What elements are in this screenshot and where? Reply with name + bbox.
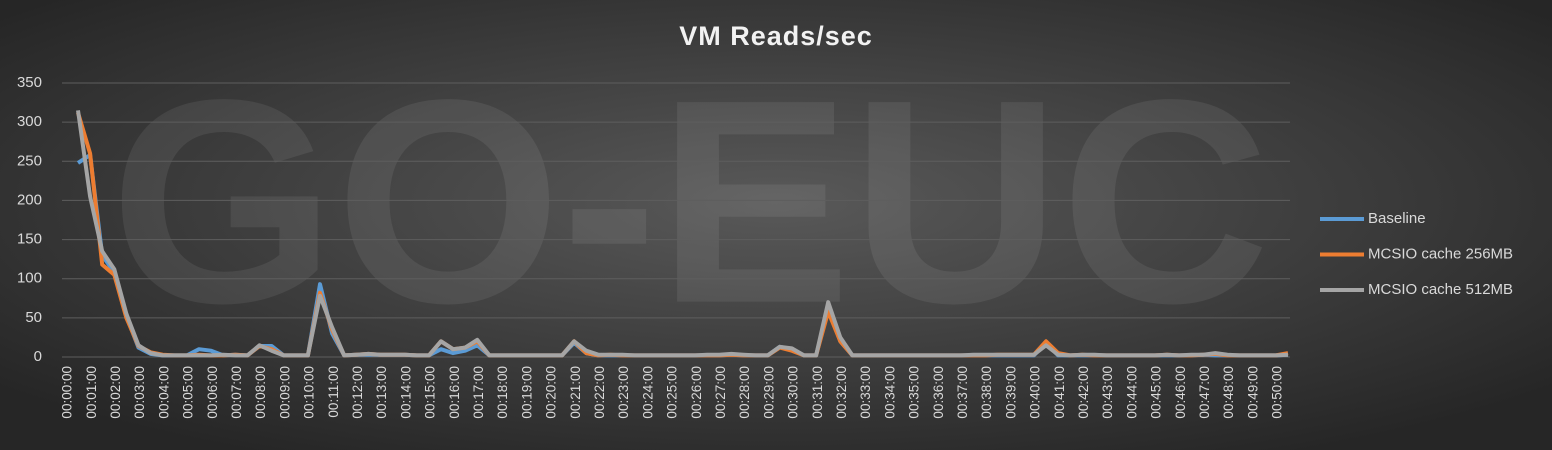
legend-label: MCSIO cache 256MB [1368,245,1513,262]
y-tick-label: 100 [17,270,42,287]
x-tick-label: 00:49:00 [1245,366,1260,419]
x-tick-label: 00:12:00 [350,366,365,419]
x-tick-label: 00:07:00 [229,366,244,419]
x-tick-label: 00:17:00 [471,366,486,419]
x-tick-label: 00:06:00 [205,366,220,419]
x-tick-label: 00:26:00 [689,366,704,419]
x-tick-label: 00:03:00 [132,366,147,419]
x-tick-label: 00:08:00 [253,366,268,419]
x-tick-label: 00:41:00 [1052,366,1067,419]
x-tick-label: 00:30:00 [786,366,801,419]
x-tick-label: 00:19:00 [519,366,534,419]
y-tick-label: 350 [17,74,42,91]
x-tick-label: 00:50:00 [1270,366,1285,419]
x-tick-label: 00:18:00 [495,366,510,419]
series-line [76,110,1289,358]
x-tick-label: 00:25:00 [665,366,680,419]
y-tick-label: 0 [34,348,42,365]
x-tick-label: 00:47:00 [1197,366,1212,419]
x-tick-label: 00:24:00 [640,366,655,419]
x-tick-label: 00:11:00 [326,366,341,418]
y-tick-label: 150 [17,231,42,248]
x-tick-label: 00:38:00 [979,366,994,419]
legend-label: MCSIO cache 512MB [1368,281,1513,298]
x-tick-label: 00:21:00 [568,366,583,419]
x-tick-label: 00:39:00 [1003,366,1018,419]
x-tick-label: 00:02:00 [108,366,123,419]
x-tick-label: 00:22:00 [592,366,607,419]
x-tick-label: 00:04:00 [156,366,171,419]
x-tick-label: 00:01:00 [84,366,99,419]
x-tick-label: 00:34:00 [882,366,897,419]
x-tick-label: 00:20:00 [544,366,559,419]
y-tick-label: 300 [17,113,42,130]
x-tick-label: 00:27:00 [713,366,728,419]
x-tick-label: 00:45:00 [1149,366,1164,419]
x-tick-label: 00:31:00 [810,366,825,419]
x-tick-label: 00:46:00 [1173,366,1188,419]
legend-label: Baseline [1368,210,1426,227]
x-tick-label: 00:36:00 [931,366,946,419]
x-tick-label: 00:44:00 [1124,366,1139,419]
x-tick-label: 00:14:00 [398,366,413,419]
x-tick-label: 00:48:00 [1221,366,1236,419]
x-tick-label: 00:37:00 [955,366,970,419]
x-tick-label: 00:43:00 [1100,366,1115,419]
x-tick-label: 00:00:00 [60,366,75,419]
x-tick-label: 00:05:00 [181,366,196,419]
y-tick-label: 50 [25,309,42,326]
y-tick-label: 250 [17,152,42,169]
x-tick-label: 00:16:00 [447,366,462,419]
chart-title: VM Reads/sec [679,21,873,51]
x-tick-label: 00:42:00 [1076,366,1091,419]
x-tick-label: 00:32:00 [834,366,849,419]
x-tick-label: 00:33:00 [858,366,873,419]
x-tick-label: 00:29:00 [761,366,776,419]
x-tick-label: 00:09:00 [277,366,292,419]
x-tick-label: 00:28:00 [737,366,752,419]
x-tick-label: 00:35:00 [907,366,922,419]
x-tick-label: 00:15:00 [423,366,438,419]
x-tick-label: 00:10:00 [302,366,317,419]
x-tick-label: 00:40:00 [1028,366,1043,419]
x-tick-label: 00:13:00 [374,366,389,419]
watermark: GO-EUC [110,40,1270,364]
x-tick-label: 00:23:00 [616,366,631,419]
y-tick-label: 200 [17,191,42,208]
